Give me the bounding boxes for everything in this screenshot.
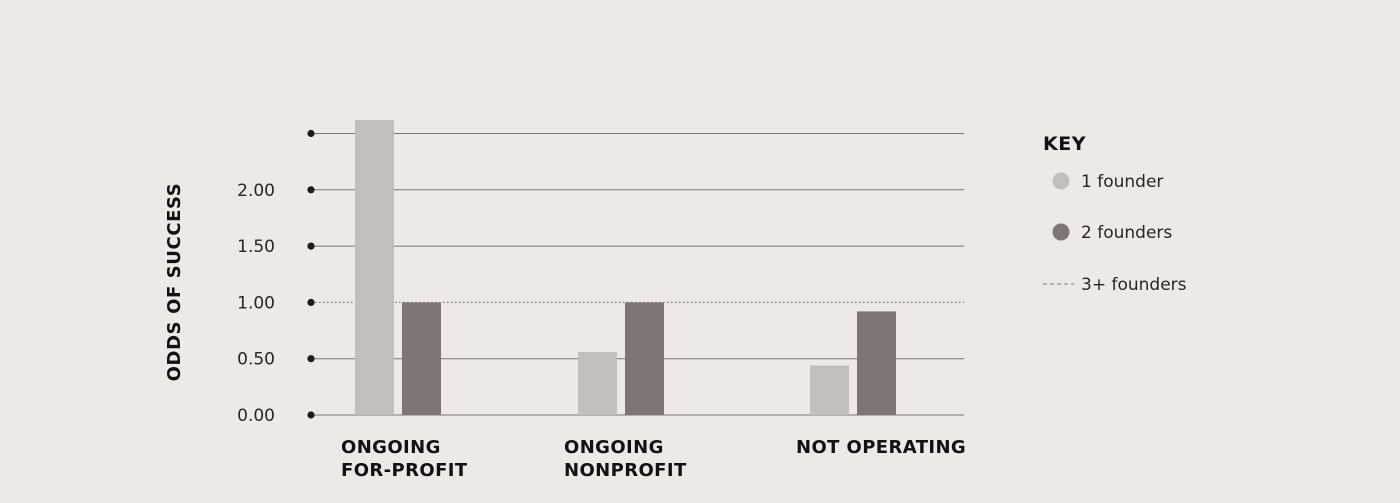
bar-2-founders — [402, 302, 441, 415]
legend-label: 2 founders — [1081, 223, 1172, 243]
y-axis-title: ODDS OF SUCCESS — [164, 183, 185, 382]
category-label: NONPROFIT — [564, 460, 687, 481]
legend-title: KEY — [1043, 133, 1086, 155]
y-tick-label: 1.00 — [237, 293, 275, 313]
legend-label: 3+ founders — [1081, 275, 1187, 295]
tick-dot — [307, 186, 315, 194]
y-tick-label: 1.50 — [237, 237, 275, 257]
legend-marker — [1052, 172, 1070, 190]
y-tick-label: 0.50 — [237, 350, 275, 370]
tick-dot — [307, 242, 315, 250]
category-label: NOT OPERATING — [796, 437, 966, 458]
bar-1-founder — [578, 351, 617, 415]
legend-label: 1 founder — [1081, 172, 1163, 192]
bar-1-founder — [355, 119, 394, 415]
tick-dot — [307, 411, 315, 419]
tick-dot — [307, 298, 315, 306]
category-label: FOR-PROFIT — [341, 460, 468, 481]
y-tick-label: 2.00 — [237, 181, 275, 201]
tick-dot — [307, 355, 315, 363]
tick-dot — [307, 129, 315, 138]
bar-2-founders — [625, 302, 664, 415]
legend-marker — [1052, 223, 1070, 241]
category-label: ONGOING — [564, 437, 664, 458]
bar-2-founders — [857, 311, 896, 415]
y-tick-label: 0.00 — [237, 406, 275, 426]
bar-1-founder — [810, 365, 849, 415]
category-label: ONGOING — [341, 437, 441, 458]
